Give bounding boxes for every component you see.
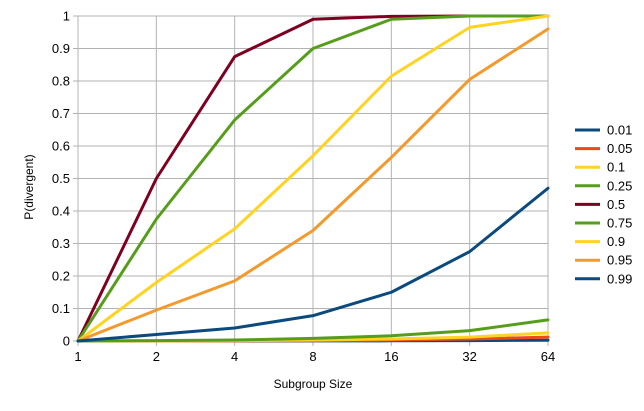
y-tick-label: 0.3 [52,236,70,251]
legend-label: 0.01 [607,123,632,138]
series-line-0-9 [76,14,550,343]
x-tick-label: 32 [462,349,476,364]
legend-label: 0.1 [607,160,625,175]
legend-label: 0.95 [607,253,632,268]
y-tick-label: 0.1 [52,301,70,316]
series-line-0-95 [76,27,550,343]
x-tick-label: 64 [541,349,555,364]
x-tick-label: 4 [231,349,238,364]
legend: 0.01 0.05 0.1 0.25 0.5 0.75 0.9 0.95 0.99 [575,123,632,286]
legend-label: 0.25 [607,178,632,193]
legend-label: 0.75 [607,216,632,231]
legend-label: 0.9 [607,234,625,249]
x-tick-label: 1 [74,349,81,364]
y-tick-label: 0.7 [52,106,70,121]
y-tick-label: 0.9 [52,41,70,56]
series-line-0-25 [76,318,550,343]
x-axis-title: Subgroup Size [274,377,353,391]
y-tick-label: 0.8 [52,74,70,89]
y-tick-label: 1 [63,9,70,24]
legend-label: 0.05 [607,141,632,156]
y-tick-label: 0.5 [52,171,70,186]
x-tick-label: 2 [153,349,160,364]
legend-label: 0.99 [607,271,632,286]
series-line-0-99 [76,186,550,343]
y-axis-title: P(divergent) [22,154,36,219]
x-tick-label: 16 [384,349,398,364]
y-tick-label: 0.6 [52,139,70,154]
y-tick-label: 0.4 [52,204,70,219]
series-line-0-75 [76,14,550,343]
x-tick-label: 8 [309,349,316,364]
legend-label: 0.5 [607,197,625,212]
y-tick-label: 0 [63,334,70,349]
y-tick-label: 0.2 [52,269,70,284]
